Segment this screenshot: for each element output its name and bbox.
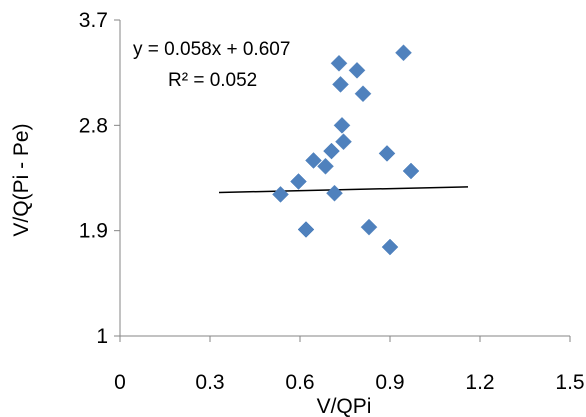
data-point bbox=[381, 238, 399, 256]
data-point bbox=[333, 116, 351, 134]
trendline-equation: y = 0.058x + 0.607 bbox=[133, 39, 290, 60]
y-tick-label: 1.9 bbox=[79, 220, 108, 243]
x-axis-ticks: 0 0.3 0.6 0.9 1.2 1.5 bbox=[114, 336, 585, 394]
y-axis-ticks: 1 1.9 2.8 3.7 bbox=[79, 9, 120, 348]
x-axis-title: V/QPi bbox=[317, 395, 372, 417]
data-point bbox=[330, 54, 348, 72]
data-point bbox=[323, 142, 340, 160]
data-point bbox=[348, 61, 366, 79]
data-point bbox=[326, 184, 343, 202]
x-tick-label: 0.9 bbox=[375, 371, 404, 394]
trendline bbox=[218, 186, 469, 194]
r-squared-label: R² = 0.052 bbox=[168, 70, 257, 91]
data-point bbox=[395, 44, 412, 62]
data-point bbox=[290, 173, 307, 190]
x-tick-label: 0 bbox=[114, 371, 126, 394]
y-axis-title: V/Q(Pi - Pe) bbox=[10, 123, 33, 236]
x-tick-label: 0.3 bbox=[195, 371, 224, 394]
y-tick-label: 3.7 bbox=[79, 9, 108, 32]
data-point bbox=[272, 186, 289, 203]
y-tick-label: 1 bbox=[96, 325, 108, 348]
trendline-layer bbox=[218, 186, 469, 194]
x-tick-label: 0.6 bbox=[285, 371, 314, 394]
data-point bbox=[378, 145, 396, 162]
data-point bbox=[335, 133, 352, 151]
data-point bbox=[332, 76, 349, 93]
data-point bbox=[305, 152, 322, 169]
data-points-layer bbox=[272, 44, 420, 256]
data-point bbox=[354, 85, 372, 103]
data-point bbox=[317, 157, 334, 175]
data-point bbox=[402, 162, 420, 180]
data-point bbox=[297, 221, 315, 238]
x-tick-label: 1.2 bbox=[465, 371, 494, 394]
data-point bbox=[360, 218, 378, 236]
x-tick-label: 1.5 bbox=[555, 371, 584, 394]
y-tick-label: 2.8 bbox=[79, 114, 108, 137]
